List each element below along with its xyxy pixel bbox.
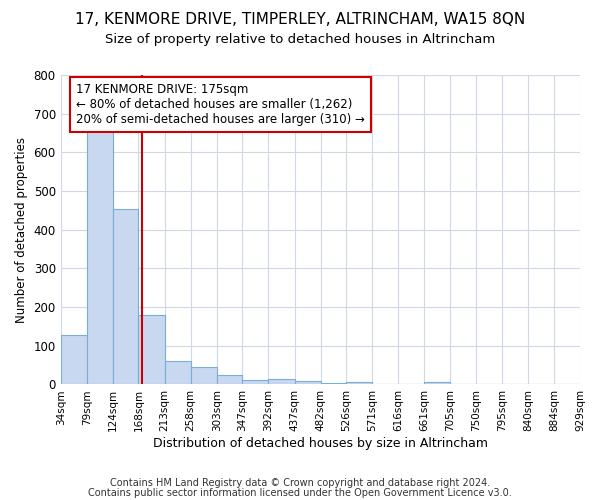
Bar <box>139 315 164 384</box>
Text: Contains public sector information licensed under the Open Government Licence v3: Contains public sector information licen… <box>88 488 512 498</box>
X-axis label: Distribution of detached houses by size in Altrincham: Distribution of detached houses by size … <box>153 437 488 450</box>
Bar <box>424 382 450 384</box>
Bar <box>217 375 242 384</box>
Bar <box>113 209 139 384</box>
Text: 17, KENMORE DRIVE, TIMPERLEY, ALTRINCHAM, WA15 8QN: 17, KENMORE DRIVE, TIMPERLEY, ALTRINCHAM… <box>75 12 525 28</box>
Bar <box>295 380 320 384</box>
Bar <box>164 361 191 384</box>
Text: 17 KENMORE DRIVE: 175sqm
← 80% of detached houses are smaller (1,262)
20% of sem: 17 KENMORE DRIVE: 175sqm ← 80% of detach… <box>76 82 365 126</box>
Bar <box>242 380 268 384</box>
Bar <box>87 129 113 384</box>
Y-axis label: Number of detached properties: Number of detached properties <box>15 136 28 322</box>
Bar <box>191 366 217 384</box>
Bar <box>268 380 295 384</box>
Bar <box>61 335 87 384</box>
Bar <box>346 382 372 384</box>
Text: Size of property relative to detached houses in Altrincham: Size of property relative to detached ho… <box>105 32 495 46</box>
Text: Contains HM Land Registry data © Crown copyright and database right 2024.: Contains HM Land Registry data © Crown c… <box>110 478 490 488</box>
Bar <box>320 382 346 384</box>
